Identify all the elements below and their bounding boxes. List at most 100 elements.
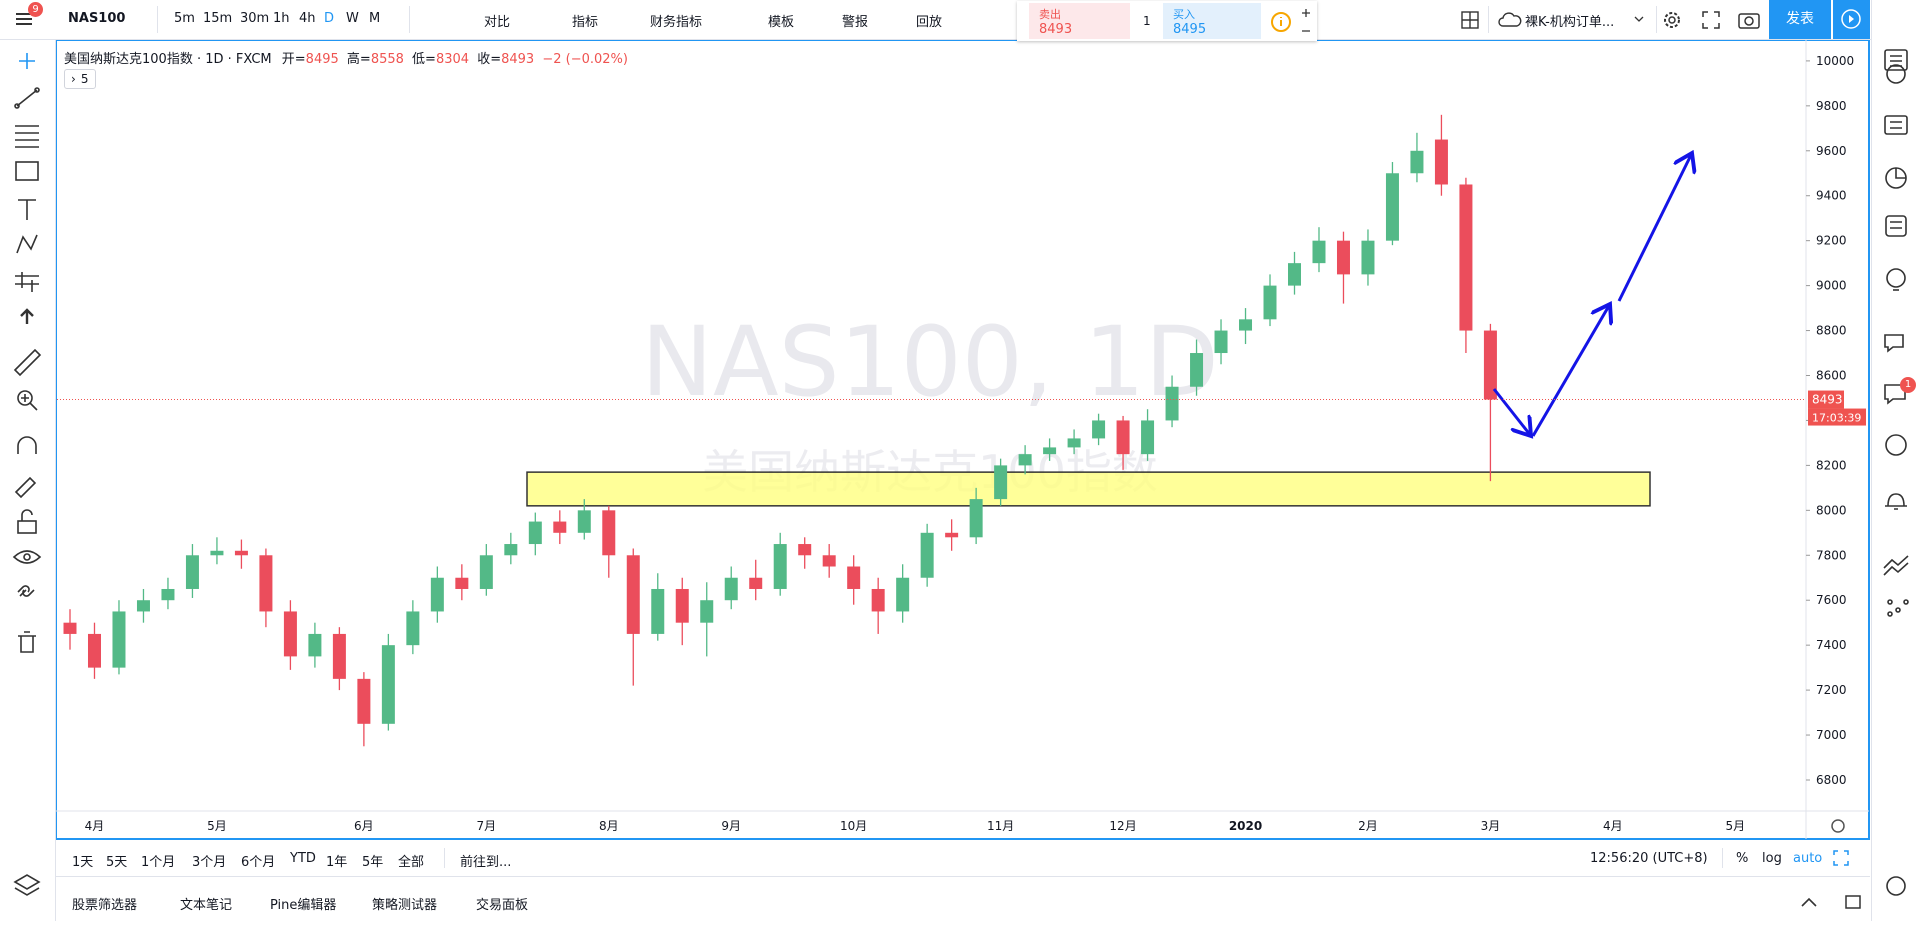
scale-option[interactable]: auto <box>1793 851 1823 866</box>
interval-option[interactable]: 4h <box>299 11 316 26</box>
layout-icon[interactable] <box>1460 10 1480 30</box>
sidebar-icons[interactable] <box>1872 0 1920 921</box>
notification-badge: 1 <box>1900 377 1916 393</box>
right-sidebar: 1 <box>1871 0 1920 921</box>
range-option[interactable]: 1天 <box>72 855 94 870</box>
panel-tab[interactable]: 股票筛选器 <box>72 898 138 913</box>
range-bar: 1天 5天 1个月 3个月 6个月 YTD 1年 5年 全部 前往到... 12:56:20 (… <box>56 840 1870 877</box>
x-tick-label: 2月 <box>1358 819 1378 833</box>
replay-button[interactable] <box>1833 0 1870 39</box>
arrow-drawing[interactable] <box>1531 304 1610 437</box>
toolbar-button[interactable]: 回放 <box>916 15 943 30</box>
goto-date[interactable]: 前往到... <box>460 855 512 870</box>
x-tick-label: 3月 <box>1481 819 1501 833</box>
range-option[interactable]: 5年 <box>362 855 384 870</box>
candle-body <box>528 521 542 545</box>
range-option[interactable]: 1年 <box>326 855 348 870</box>
range-option[interactable]: 5天 <box>106 855 128 870</box>
candle-body <box>1141 420 1155 455</box>
cloud-icon[interactable] <box>1497 11 1523 29</box>
candle-body <box>1043 447 1057 455</box>
y-tick-label: 7800 <box>1816 548 1847 562</box>
settings-icon[interactable] <box>1831 819 1845 833</box>
candle-body <box>430 577 444 612</box>
arrow-drawing[interactable] <box>1492 388 1531 436</box>
range-option[interactable]: 1个月 <box>141 855 176 870</box>
range-option[interactable]: YTD <box>290 851 316 866</box>
scale-option[interactable]: log <box>1762 851 1782 866</box>
sell-price: 8493 <box>1039 22 1073 37</box>
range-option[interactable]: 全部 <box>398 855 425 870</box>
candle-body <box>994 465 1008 500</box>
candle-body <box>749 577 763 589</box>
legend-label: 低= <box>412 52 436 67</box>
snapshot-icon[interactable] <box>1737 9 1761 31</box>
interval-option[interactable]: M <box>369 11 381 26</box>
toolbar-button[interactable]: 模板 <box>768 15 795 30</box>
publish-button[interactable]: 发表 <box>1769 0 1831 39</box>
interval-option[interactable]: 1h <box>273 11 290 26</box>
candle-body <box>504 544 518 556</box>
candle-body <box>406 611 420 646</box>
candle-body <box>871 588 885 612</box>
x-tick-label: 8月 <box>599 819 619 833</box>
interval-option[interactable]: W <box>346 11 359 26</box>
x-tick-label: 2020 <box>1229 819 1262 833</box>
interval-option[interactable]: 5m <box>174 11 195 26</box>
support-zone[interactable] <box>526 471 1651 507</box>
toolbar-button[interactable]: 财务指标 <box>650 15 703 30</box>
indicator-toggle[interactable]: › 5 <box>64 69 96 89</box>
panel-tab[interactable]: 交易面板 <box>476 898 529 913</box>
range-option[interactable]: 3个月 <box>192 855 227 870</box>
candle-body <box>700 600 714 623</box>
scale-option[interactable]: % <box>1736 851 1749 866</box>
y-tick-label: 9400 <box>1816 189 1847 203</box>
candle-body <box>724 577 738 601</box>
legend-change: −2 (−0.02%) <box>542 52 628 67</box>
candle-body <box>798 544 812 556</box>
interval-option[interactable]: D <box>324 11 335 26</box>
left-toolbar <box>0 40 56 921</box>
panel-tab[interactable]: 文本笔记 <box>180 898 233 913</box>
watermark: NAS100, 1D <box>641 306 1219 418</box>
buy-label: 买入 <box>1173 8 1195 21</box>
range-option[interactable]: 6个月 <box>241 855 276 870</box>
candle-body <box>185 555 199 589</box>
candle-body <box>896 577 910 612</box>
toolbar-button[interactable]: 警报 <box>842 15 869 30</box>
y-tick-label: 9800 <box>1816 99 1847 113</box>
info-icon[interactable] <box>1270 11 1292 33</box>
toolbar-button[interactable]: 对比 <box>484 15 511 30</box>
auto-fit-icon[interactable] <box>1832 849 1850 867</box>
buy-button[interactable]: 买入 8495 <box>1163 3 1261 39</box>
x-tick-label: 6月 <box>354 819 374 833</box>
quantity[interactable]: 1 <box>1143 14 1151 28</box>
interval-option[interactable]: 30m <box>240 11 270 26</box>
symbol[interactable]: NAS100 <box>68 11 126 26</box>
interval-option[interactable]: 15m <box>203 11 233 26</box>
toolbar-button[interactable]: 指标 <box>572 15 599 30</box>
layout-name[interactable]: 裸K-机构订单... <box>1525 15 1615 30</box>
dropdown-icon[interactable] <box>1634 14 1644 24</box>
sell-label: 卖出 <box>1039 8 1061 21</box>
candle-body <box>1092 420 1106 439</box>
fullscreen-icon[interactable] <box>1700 9 1722 31</box>
candle-body <box>332 633 346 679</box>
legend-value: 8304 <box>435 52 470 67</box>
sell-button[interactable]: 卖出 8493 <box>1029 3 1130 39</box>
panel-controls[interactable] <box>1796 894 1866 910</box>
legend-title: 美国纳斯达克100指数 · 1D · FXCM <box>64 52 272 67</box>
candle-body <box>553 521 567 533</box>
candle-body <box>602 510 616 556</box>
drawing-tools[interactable] <box>0 40 55 921</box>
legend-label: 高= <box>346 52 371 67</box>
candle-body <box>675 588 689 623</box>
legend-value: 8495 <box>305 52 339 67</box>
y-tick-label: 9600 <box>1816 144 1847 158</box>
settings-icon[interactable] <box>1660 8 1684 32</box>
panel-tab[interactable]: Pine编辑器 <box>270 898 337 913</box>
panel-tab[interactable]: 策略测试器 <box>372 898 438 913</box>
arrow-drawing[interactable] <box>1617 153 1692 302</box>
legend-value: 8493 <box>501 52 535 67</box>
plus-minus[interactable] <box>1300 5 1312 37</box>
